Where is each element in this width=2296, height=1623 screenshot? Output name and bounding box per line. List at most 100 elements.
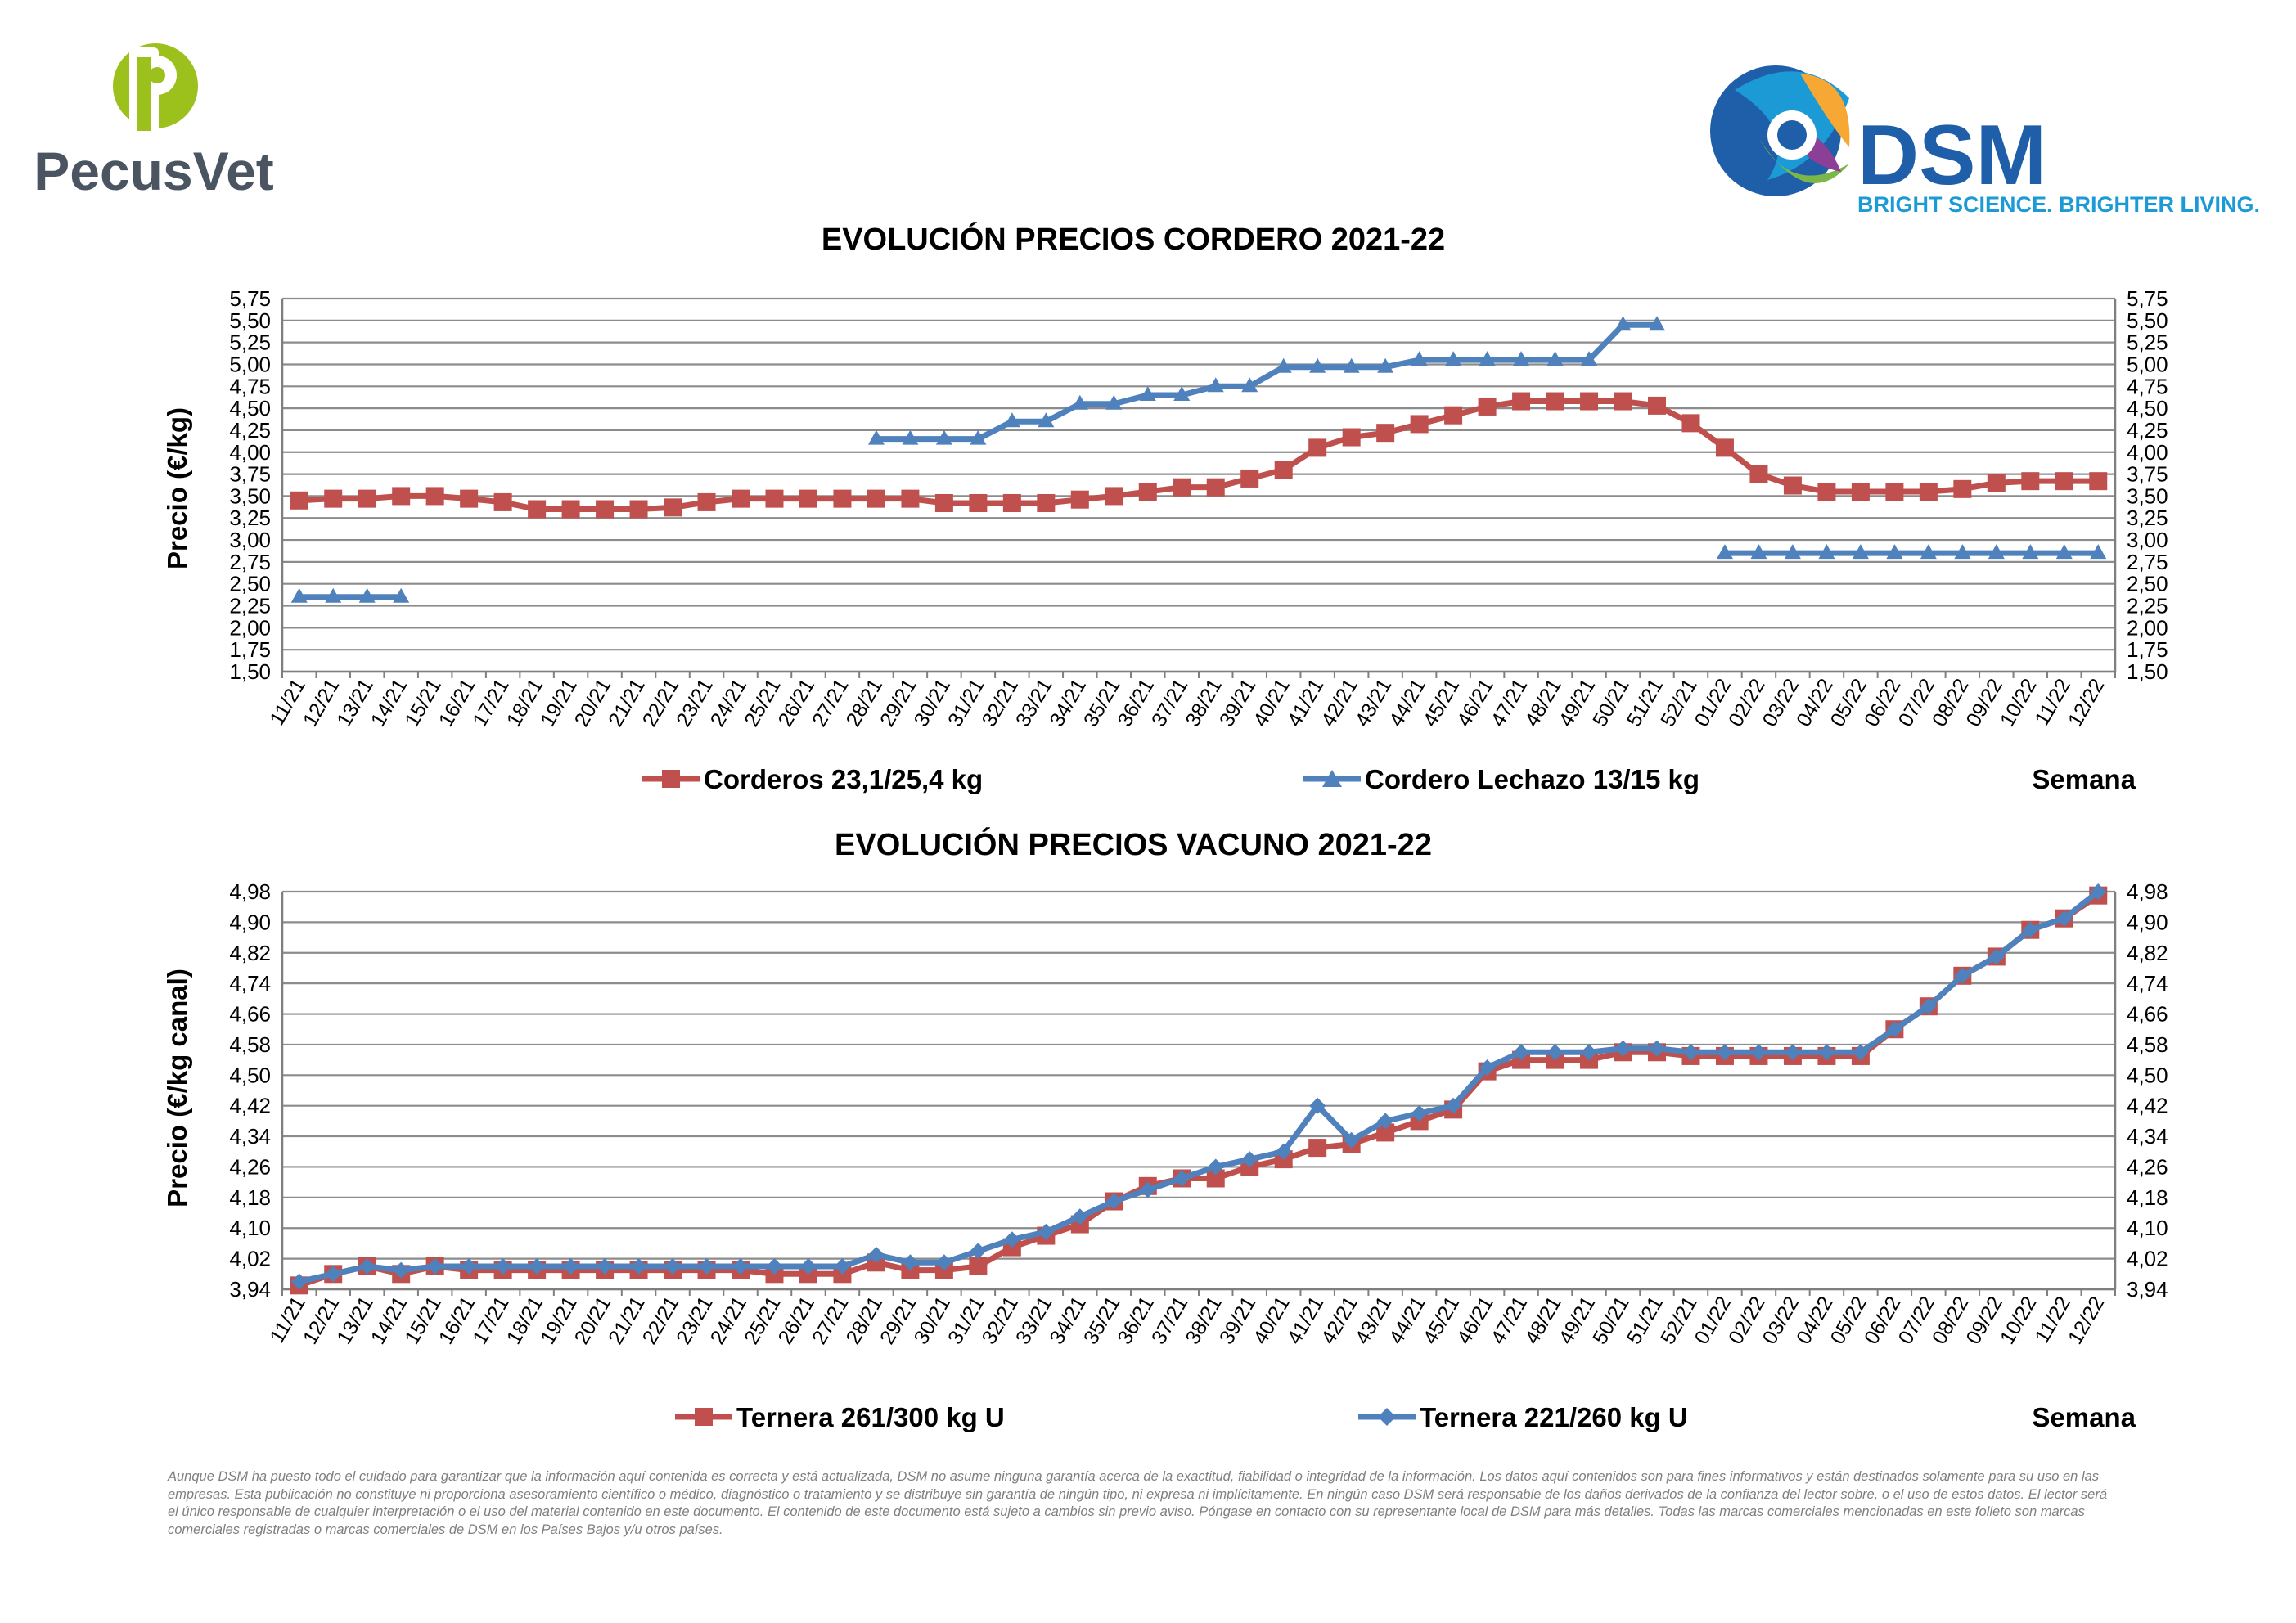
cordero-series-0-point	[1580, 392, 1599, 411]
vacuno-series-1-point	[664, 1257, 682, 1275]
cordero-series-1-point	[1275, 357, 1292, 373]
cordero-series-1-point	[1954, 544, 1971, 560]
cordero-series-0-point	[528, 500, 547, 519]
vacuno-y2-tick-label: 4,34	[2127, 1124, 2168, 1149]
vacuno-plot-area: 4,98 4,98 4,90 4,90 4,82 4,82 4,74 4,74 4,66 4,66…	[229, 879, 2168, 1348]
cordero-series-0-point	[2089, 472, 2108, 491]
vacuno-series-1-point	[630, 1257, 647, 1275]
cordero-series-1-point	[1071, 394, 1088, 410]
vacuno-y-axis-label: Precio (€/kg canal)	[162, 969, 192, 1207]
cordero-series-1-point	[1479, 351, 1496, 366]
cordero-y2-tick-label: 4,50	[2127, 396, 2168, 420]
cordero-series-0-point	[561, 500, 580, 519]
vacuno-y-tick-label: 4,18	[229, 1185, 271, 1210]
cordero-series-1-point	[1649, 316, 1665, 331]
cordero-y-tick-label: 1,50	[229, 659, 271, 684]
cordero-y-tick-label: 4,25	[229, 418, 271, 443]
vacuno-series-1-point	[1852, 1044, 1869, 1061]
vacuno-y-tick-label: 4,82	[229, 941, 271, 965]
cordero-plot-area: 5,75 5,755,50 5,505,25 5,255,00 5,004,75 4,75…	[229, 286, 2168, 731]
cordero-series-0-point	[732, 489, 750, 508]
vacuno-series-1-point	[1173, 1170, 1191, 1187]
cordero-series-1-point	[1886, 544, 1903, 560]
cordero-series-0-point	[1376, 424, 1395, 443]
cordero-series-1-point	[2090, 544, 2107, 560]
cordero-y2-tick-label: 3,75	[2127, 462, 2168, 487]
vacuno-series-1-point	[1275, 1143, 1292, 1160]
cordero-series-0-point	[1546, 392, 1564, 411]
cordero-series-1-point	[1207, 377, 1224, 393]
cordero-series-1	[290, 316, 2107, 603]
cordero-series-0-point	[697, 492, 716, 511]
cordero-series-1-point	[325, 587, 342, 603]
legend-ternera-221-label: Ternera 221/260 kg U	[1420, 1402, 1688, 1432]
vacuno-y2-tick-label: 4,98	[2127, 879, 2168, 904]
cordero-series-0-point	[1512, 392, 1531, 411]
vacuno-y2-tick-label: 3,94	[2127, 1277, 2168, 1302]
vacuno-series-1-point	[970, 1243, 987, 1260]
cordero-series-0-point	[867, 489, 885, 508]
cordero-series-0-point	[1138, 483, 1157, 501]
vacuno-series-1-point	[1818, 1044, 1835, 1061]
cordero-series-0-point	[358, 489, 376, 508]
cordero-series-0	[290, 392, 2108, 519]
cordero-series-1-point	[1139, 386, 1156, 402]
cordero-series-0-point	[290, 491, 308, 510]
cordero-series-0-point	[425, 487, 444, 506]
cordero-x-axis-label: Semana	[2032, 764, 2136, 794]
cordero-y2-tick-label: 1,50	[2127, 659, 2168, 684]
cordero-series-1-point	[1445, 351, 1462, 366]
cordero-y-tick-label: 4,50	[229, 396, 271, 420]
cordero-y-tick-label: 3,25	[229, 506, 271, 530]
cordero-series-0-point	[1681, 414, 1700, 433]
cordero-y-tick-label: 5,75	[229, 286, 271, 311]
vacuno-series-1-point	[529, 1257, 546, 1275]
vacuno-series-1-point	[732, 1257, 749, 1275]
vacuno-y-tick-label: 4,26	[229, 1154, 271, 1179]
cordero-series-1-point	[1241, 377, 1258, 393]
cordero-y-tick-label: 4,00	[229, 440, 271, 465]
vacuno-y-tick-label: 4,02	[229, 1247, 271, 1271]
cordero-series-0-point	[2021, 472, 2040, 491]
cordero-y2-tick-label: 2,50	[2127, 572, 2168, 596]
cordero-y2-tick-label: 5,50	[2127, 308, 2168, 333]
vacuno-series-1-point	[1581, 1044, 1598, 1061]
vacuno-series-1-point	[1954, 967, 1971, 984]
legend-corderos-label: Corderos 23,1/25,4 kg	[704, 764, 983, 794]
vacuno-y2-tick-label: 4,02	[2127, 1247, 2168, 1271]
vacuno-series-1-point	[597, 1257, 614, 1275]
cordero-series-1-point	[1614, 316, 1632, 331]
dsm-swirl-icon	[1710, 65, 1850, 196]
vacuno-series-1-point	[1445, 1097, 1462, 1114]
cordero-series-0-point	[1648, 396, 1666, 415]
vacuno-series-1-point	[1920, 998, 1937, 1015]
vacuno-y-tick-label: 3,94	[229, 1277, 271, 1302]
vacuno-y2-tick-label: 4,26	[2127, 1154, 2168, 1179]
vacuno-series-1-point	[1479, 1059, 1496, 1076]
vacuno-y2-tick-label: 4,42	[2127, 1094, 2168, 1118]
cordero-series-0-point	[1240, 469, 1259, 488]
cordero-y2-tick-label: 2,25	[2127, 594, 2168, 618]
cordero-series-1-point	[1173, 386, 1191, 402]
cordero-series-1-point	[1750, 544, 1767, 560]
vacuno-x-axis-label: Semana	[2032, 1402, 2136, 1432]
vacuno-series-1-point	[799, 1257, 817, 1275]
cordero-series-1-point	[1784, 544, 1801, 560]
vacuno-series-1-point	[1750, 1044, 1767, 1061]
cordero-y2-tick-label: 3,00	[2127, 528, 2168, 552]
pecusvet-p-icon	[113, 43, 198, 136]
vacuno-y-tick-label: 4,42	[229, 1094, 271, 1118]
cordero-series-1-point	[1105, 394, 1123, 410]
cordero-series-0-point	[664, 498, 682, 517]
vacuno-chart-title: EVOLUCIÓN PRECIOS VACUNO 2021-22	[835, 826, 1432, 862]
cordero-series-0-point	[1715, 438, 1734, 457]
vacuno-y-tick-label: 4,50	[229, 1063, 271, 1087]
cordero-series-0-point	[1885, 483, 1904, 501]
vacuno-series-1-point	[562, 1257, 579, 1275]
vacuno-series-0-point	[1206, 1169, 1225, 1188]
cordero-y2-tick-label: 2,75	[2127, 550, 2168, 574]
cordero-y-tick-label: 2,75	[229, 550, 271, 574]
vacuno-series-1-point	[1207, 1158, 1224, 1176]
cordero-series-0-point	[934, 493, 953, 512]
cordero-y-tick-label: 3,00	[229, 528, 271, 552]
